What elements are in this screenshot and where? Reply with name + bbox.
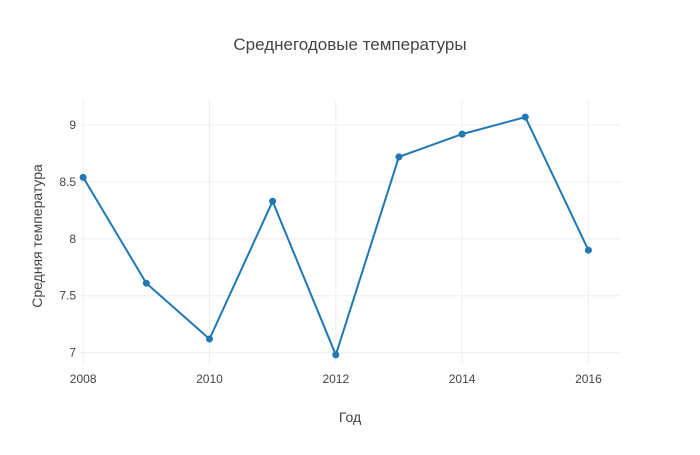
x-tick-label: 2014 bbox=[449, 372, 476, 386]
chart-title: Среднегодовые температуры bbox=[233, 35, 466, 54]
data-point[interactable] bbox=[584, 246, 592, 254]
x-axis-title: Год bbox=[339, 409, 361, 425]
data-point[interactable] bbox=[395, 153, 403, 161]
grid bbox=[80, 100, 620, 364]
data-point[interactable] bbox=[458, 130, 466, 138]
y-tick-label: 8 bbox=[69, 232, 76, 246]
y-tick-label: 9 bbox=[69, 118, 76, 132]
x-tick-label: 2016 bbox=[575, 372, 602, 386]
x-tick-label: 2012 bbox=[322, 372, 349, 386]
data-point[interactable] bbox=[142, 279, 150, 287]
series-layer bbox=[79, 113, 592, 359]
x-tick-label: 2008 bbox=[70, 372, 97, 386]
data-point[interactable] bbox=[521, 113, 529, 121]
axis-ticks: 7 7.5 8 8.5 9 2008 2010 2012 2014 2016 bbox=[59, 118, 602, 386]
data-point[interactable] bbox=[269, 197, 277, 205]
data-point[interactable] bbox=[79, 173, 87, 181]
y-tick-label: 7 bbox=[69, 346, 76, 360]
x-tick-label: 2010 bbox=[196, 372, 223, 386]
data-point[interactable] bbox=[332, 351, 340, 359]
y-axis-title: Средняя температура bbox=[29, 164, 45, 308]
y-tick-label: 8.5 bbox=[59, 175, 76, 189]
data-point[interactable] bbox=[205, 335, 213, 343]
y-tick-label: 7.5 bbox=[59, 289, 76, 303]
